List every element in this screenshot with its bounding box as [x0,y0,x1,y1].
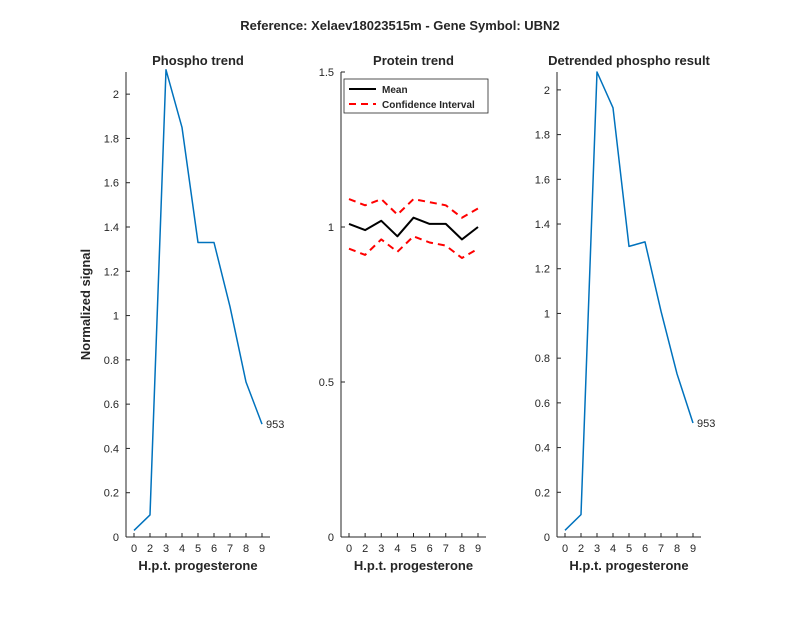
y-tick-label: 0.6 [104,399,119,411]
x-tick-label: 3 [594,543,600,555]
legend-label: Confidence Interval [382,100,475,111]
y-tick-label: 0.2 [104,488,119,500]
x-tick-label: 6 [427,543,433,555]
y-tick-label: 1.8 [104,133,119,145]
series-line-1 [133,69,263,531]
figure-title: Reference: Xelaev18023515m - Gene Symbol… [240,18,559,33]
y-tick-label: 1 [544,308,550,320]
x-tick-label: 9 [259,543,265,555]
x-tick-label: 5 [195,543,201,555]
y-tick-label: 1.6 [535,174,550,186]
y-tick-label: 0.4 [535,443,550,455]
x-axis-label: H.p.t. progesterone [569,558,688,573]
x-tick-label: 4 [610,543,616,555]
x-tick-label: 6 [642,543,648,555]
y-tick-label: 2 [113,89,119,101]
y-tick-label: 0.5 [319,377,334,389]
y-tick-label: 0 [328,532,334,544]
series-line-2 [348,198,479,219]
x-axis-label: H.p.t. progesterone [138,558,257,573]
y-tick-label: 0.8 [535,353,550,365]
x-tick-label: 8 [243,543,249,555]
y-tick-label: 0.4 [104,443,119,455]
x-tick-label: 4 [179,543,185,555]
legend: Mean Confidence Interval [343,78,489,114]
x-tick-label: 6 [211,543,217,555]
data-label: 953 [697,418,715,430]
x-tick-label: 9 [475,543,481,555]
x-tick-label: 9 [690,543,696,555]
panel-title: Detrended phospho result [548,53,710,68]
x-tick-label: 0 [346,543,352,555]
y-tick-label: 1 [113,311,119,323]
x-tick-label: 2 [362,543,368,555]
x-tick-label: 5 [410,543,416,555]
y-tick-label: 1.4 [535,219,550,231]
y-tick-label: 1.4 [104,222,119,234]
x-tick-label: 3 [163,543,169,555]
x-tick-label: 5 [626,543,632,555]
y-tick-label: 1.2 [535,264,550,276]
y-tick-label: 1.5 [319,67,334,79]
legend-label: Mean [382,85,408,96]
x-tick-label: 8 [459,543,465,555]
x-tick-label: 2 [578,543,584,555]
x-tick-label: 2 [147,543,153,555]
x-tick-label: 0 [562,543,568,555]
x-tick-label: 7 [443,543,449,555]
y-tick-label: 0 [113,532,119,544]
x-tick-label: 3 [378,543,384,555]
x-tick-label: 8 [674,543,680,555]
y-tick-label: 0.2 [535,487,550,499]
x-tick-label: 7 [658,543,664,555]
y-tick-label: 1.8 [535,130,550,142]
y-tick-label: 0 [544,532,550,544]
x-axis-label: H.p.t. progesterone [354,558,473,573]
panel-title: Protein trend [373,53,454,68]
series-line-1 [564,71,694,531]
x-tick-label: 7 [227,543,233,555]
y-tick-label: 1 [328,222,334,234]
legend-box [343,78,489,114]
y-tick-label: 1.6 [104,178,119,190]
data-label: 953 [266,419,284,431]
x-tick-label: 4 [394,543,400,555]
panel-title: Phospho trend [152,53,244,68]
y-tick-label: 2 [544,85,550,97]
y-tick-label: 0.6 [535,398,550,410]
y-tick-label: 0.8 [104,355,119,367]
y-axis-label: Normalized signal [78,249,93,360]
series-line-3 [348,235,479,259]
series-line-1 [348,216,479,241]
x-tick-label: 0 [131,543,137,555]
y-tick-label: 1.2 [104,266,119,278]
